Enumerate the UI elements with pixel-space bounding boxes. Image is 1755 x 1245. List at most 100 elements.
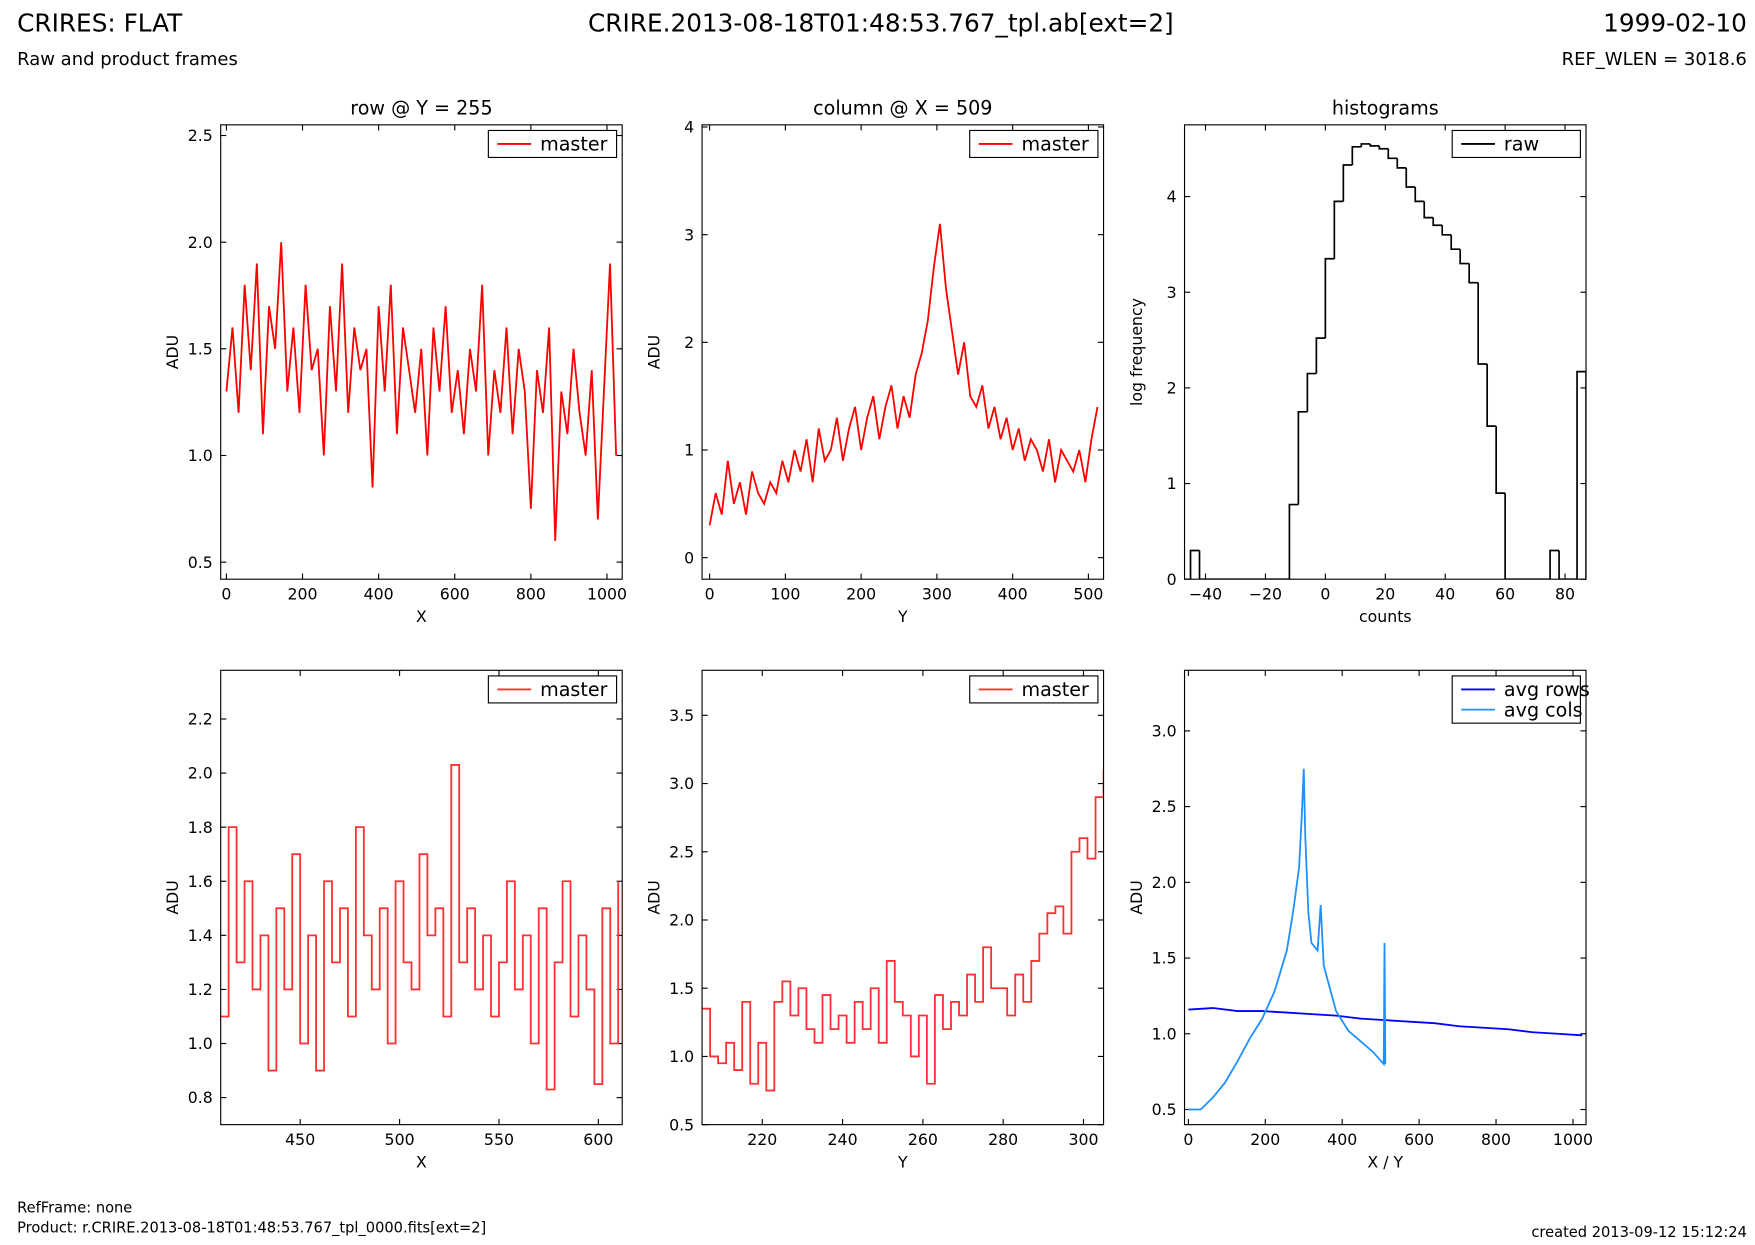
x-tick-label: 100 [770, 584, 800, 603]
series-line [702, 769, 1104, 1092]
histogram-bin [1495, 426, 1506, 494]
y-tick-label: 2.5 [669, 842, 694, 861]
y-tick-label: 3.0 [669, 774, 694, 793]
x-tick-label: 600 [440, 584, 470, 603]
legend-label: raw [1504, 133, 1539, 156]
y-tick-label: 2.0 [669, 911, 694, 930]
header-file: CRIRE.2013-08-18T01:48:53.767_tpl.ab[ext… [588, 8, 1174, 37]
subplot: Y ADU 220 240 260 280 300 0.5 1.0 1.5 2.0 2.5 3.0 3.5… [644, 669, 1105, 1171]
legend-box [487, 675, 618, 704]
subplot: X ADU 450 500 550 600 0.8 1.0 1.2 1.4 1.6 1.8 2.0 2.2… [163, 669, 623, 1171]
histogram-bin [1333, 200, 1344, 259]
plot-area [220, 764, 620, 1091]
x-tick-label: 400 [1327, 1130, 1357, 1149]
histogram-bin [1342, 164, 1353, 202]
y-axis-label: ADU [644, 335, 663, 369]
footer-product: Product: r.CRIRE.2013-08-18T01:48:53.767… [17, 1220, 486, 1237]
y-axis-label: ADU [644, 880, 663, 914]
y-tick-label: 2 [1167, 379, 1177, 398]
x-tick-label: 400 [998, 584, 1028, 603]
histogram-bin [1387, 148, 1398, 160]
histogram-bin [1468, 263, 1479, 284]
header-date: 1999-02-10 [1603, 8, 1747, 37]
subplot-title: row @ Y = 255 [350, 97, 492, 120]
x-axis-label: X / Y [1367, 1152, 1403, 1171]
histogram-bin [1378, 145, 1389, 150]
subplot: column @ X = 509 Y ADU 0 100 200 300 400 500 0 1 2 3… [644, 97, 1105, 626]
x-axis-label: X [416, 1152, 427, 1171]
y-tick-label: 2.2 [188, 710, 213, 729]
histogram-bin [1549, 549, 1560, 580]
x-tick-label: 60 [1495, 584, 1515, 603]
histogram-bin [1360, 143, 1371, 147]
y-tick-label: 3 [684, 225, 694, 244]
x-tick-label: 1000 [1553, 1130, 1593, 1149]
y-tick-label: 0.5 [1152, 1100, 1177, 1119]
axes-frame [701, 669, 1105, 1126]
legend-box [1451, 675, 1581, 724]
legend-box [1451, 129, 1581, 159]
histogram-bin [1441, 225, 1452, 236]
legend-label: master [1021, 133, 1089, 156]
x-tick-label: 0 [1183, 1130, 1193, 1149]
series-line [1188, 768, 1387, 1111]
x-tick-label: 200 [846, 584, 876, 603]
y-axis-label: ADU [163, 335, 182, 369]
axes-frame [1183, 124, 1587, 580]
x-tick-label: 0 [1320, 584, 1330, 603]
legend-label: avg cols [1504, 698, 1583, 721]
histogram-bin [1306, 372, 1317, 412]
y-tick-label: 3 [1167, 283, 1177, 302]
header-title: CRIRES: FLAT [17, 8, 183, 37]
histogram-bin [1315, 337, 1326, 374]
y-tick-label: 4 [684, 118, 694, 137]
legend-label: avg rows [1504, 678, 1590, 701]
legend-label: master [540, 678, 608, 701]
histogram-bin [1414, 187, 1425, 203]
y-tick-label: 1.5 [669, 979, 694, 998]
y-tick-label: 1 [1167, 474, 1177, 493]
x-tick-label: 0 [705, 584, 715, 603]
x-tick-label: 500 [1073, 584, 1103, 603]
histogram-bin [1198, 550, 1209, 580]
x-axis-label: X [416, 607, 427, 626]
x-tick-label: 800 [1481, 1130, 1511, 1149]
y-tick-label: 2.5 [1152, 797, 1177, 816]
subplot-title: column @ X = 509 [813, 97, 992, 120]
y-tick-label: 2.0 [188, 233, 213, 252]
y-tick-label: 3.5 [669, 706, 694, 725]
y-tick-label: 1.5 [188, 339, 213, 358]
y-tick-label: 0.5 [669, 1115, 694, 1134]
legend-label: master [540, 133, 608, 156]
y-tick-label: 3.0 [1152, 722, 1177, 741]
y-tick-label: 4 [1167, 187, 1177, 206]
histogram-bin [1351, 145, 1362, 166]
x-tick-label: 450 [285, 1130, 315, 1149]
y-tick-label: 1.2 [188, 980, 213, 999]
x-tick-label: 220 [747, 1130, 777, 1149]
y-tick-label: 0 [684, 548, 694, 567]
footer-refframe: RefFrame: none [17, 1199, 132, 1216]
series-line [225, 242, 618, 541]
y-tick-label: 1 [684, 441, 694, 460]
footer-created: created 2013-09-12 15:12:24 [1531, 1224, 1746, 1241]
y-tick-label: 2.0 [188, 764, 213, 783]
x-tick-label: 1000 [587, 584, 627, 603]
x-tick-label: 80 [1555, 584, 1575, 603]
series-line [220, 764, 620, 1091]
x-tick-label: 300 [1068, 1130, 1098, 1149]
histogram-bin [1486, 363, 1497, 427]
histogram-bin [1288, 503, 1299, 580]
y-tick-label: 1.5 [1152, 949, 1177, 968]
histogram-bin [1297, 410, 1308, 505]
x-tick-label: 300 [922, 584, 952, 603]
subplot: row @ Y = 255 X ADU 0 200 400 600 800 1000 0.5 1.0… [163, 97, 627, 626]
y-tick-label: 1.0 [188, 446, 213, 465]
y-tick-label: 0.8 [188, 1088, 213, 1107]
x-tick-label: 200 [287, 584, 317, 603]
x-tick-label: 500 [385, 1130, 415, 1149]
x-axis-label: Y [897, 1152, 908, 1171]
histogram-bin [1189, 549, 1200, 580]
